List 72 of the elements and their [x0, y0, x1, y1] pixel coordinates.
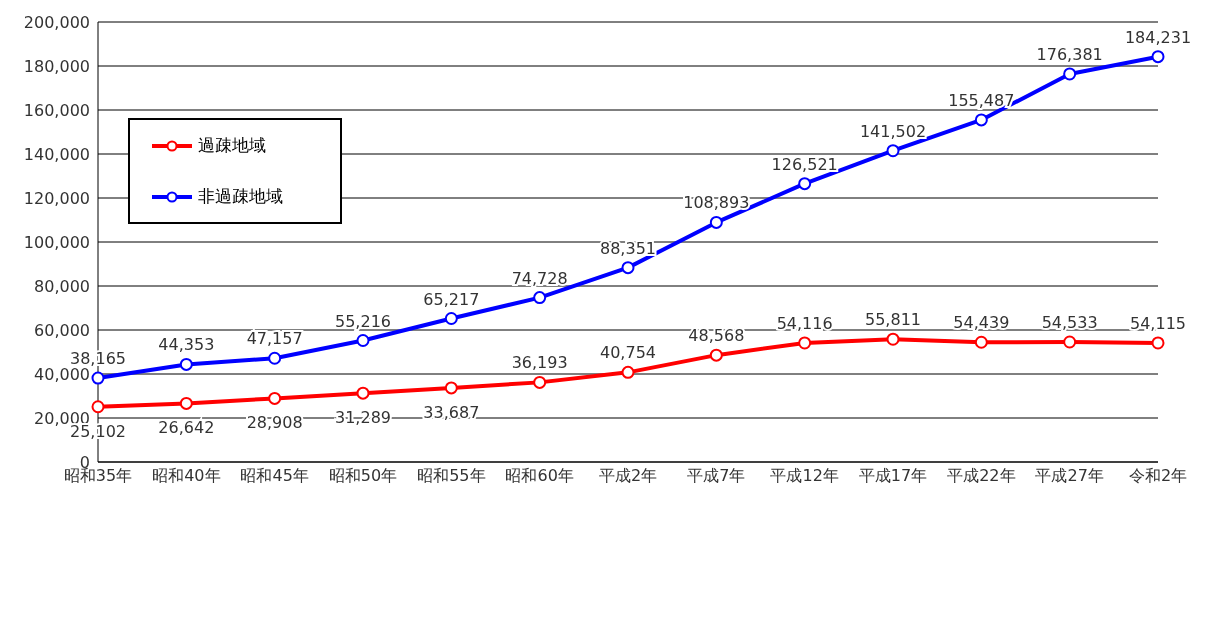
point [974, 113, 988, 127]
y-tick-label: 140,000 [23, 144, 90, 164]
point [533, 375, 547, 389]
x-tick-label: 平成12年 [770, 466, 839, 486]
x-tick-label: 平成7年 [687, 466, 746, 486]
point [1151, 336, 1165, 350]
data-label: 54,439 [953, 313, 1010, 333]
point [444, 381, 458, 395]
data-label: 126,521 [771, 154, 838, 174]
data-label: 141,502 [859, 121, 927, 141]
point [798, 177, 812, 191]
legend-label: 非過疎地域 [198, 185, 283, 208]
x-tick-label: 昭和55年 [417, 466, 486, 486]
data-label: 54,116 [776, 313, 833, 333]
point [798, 336, 812, 350]
y-tick-label: 100,000 [23, 232, 90, 252]
legend-label: 過疎地域 [198, 134, 266, 157]
y-tick-label: 180,000 [23, 56, 90, 76]
point [974, 335, 988, 349]
point [709, 348, 723, 362]
y-tick-label: 40,000 [34, 364, 90, 384]
data-label: 74,728 [511, 268, 568, 288]
x-tick-label: 平成2年 [598, 466, 658, 486]
data-label: 44,353 [158, 335, 215, 355]
x-tick-label: 平成17年 [858, 466, 928, 486]
point [179, 396, 193, 410]
point [1151, 50, 1165, 64]
point [886, 332, 900, 346]
data-label: 176,381 [1036, 44, 1103, 64]
data-label: 26,642 [158, 418, 215, 438]
data-label: 155,487 [948, 90, 1015, 110]
x-tick-label: 平成27年 [1035, 466, 1104, 486]
point [268, 391, 282, 405]
x-tick-label: 昭和45年 [240, 466, 309, 486]
data-label: 88,351 [600, 238, 656, 258]
point [533, 291, 547, 305]
data-label: 108,893 [683, 193, 750, 213]
data-label: 28,908 [246, 413, 303, 433]
point [356, 334, 370, 348]
y-tick-label: 60,000 [34, 320, 90, 340]
point [444, 312, 458, 326]
x-tick-label: 昭和60年 [505, 466, 574, 486]
point [1063, 67, 1077, 81]
data-label: 54,115 [1130, 313, 1186, 333]
data-label: 55,811 [865, 310, 921, 330]
point [621, 365, 635, 379]
y-tick-label: 120,000 [23, 188, 90, 208]
data-label: 47,157 [246, 329, 303, 349]
x-tick-label: 平成22年 [947, 466, 1016, 486]
x-tick-label: 昭和50年 [328, 466, 398, 486]
data-label: 36,193 [511, 353, 568, 373]
data-label: 40,754 [600, 343, 656, 363]
data-label: 48,568 [688, 326, 745, 346]
data-label: 65,217 [423, 289, 480, 309]
x-tick-label: 令和2年 [1128, 466, 1188, 486]
point [268, 351, 282, 365]
point [91, 400, 105, 414]
point [621, 261, 635, 275]
data-label: 184,231 [1124, 27, 1192, 47]
y-tick-label: 160,000 [23, 100, 90, 120]
y-tick-label: 200,000 [23, 12, 90, 32]
y-tick-label: 80,000 [34, 276, 90, 296]
point [886, 144, 900, 158]
data-label: 55,216 [335, 311, 391, 331]
data-label: 54,533 [1041, 313, 1098, 333]
data-label: 33,687 [423, 402, 480, 422]
point [356, 386, 370, 400]
point [179, 357, 193, 371]
point [1063, 335, 1077, 349]
point [91, 371, 105, 385]
x-tick-label: 昭和40年 [152, 466, 221, 486]
point [709, 215, 723, 229]
